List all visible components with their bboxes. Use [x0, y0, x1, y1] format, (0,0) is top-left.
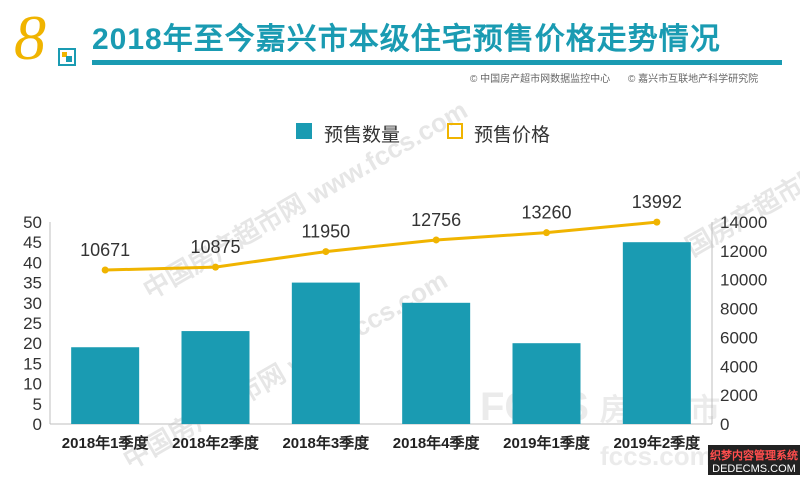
bar	[71, 347, 140, 424]
y-right-tick-label: 12000	[720, 242, 767, 261]
x-tick-label: 2018年3季度	[282, 434, 370, 452]
corner-badge: 织梦内容管理系统 DEDECMS.COM	[708, 445, 800, 475]
line-point	[322, 248, 330, 256]
legend-swatch-line	[447, 123, 463, 139]
title-divider	[92, 60, 782, 65]
y-left-tick-label: 10	[23, 375, 42, 394]
data-label: 10671	[80, 240, 130, 260]
x-tick-label: 2018年2季度	[172, 434, 260, 452]
y-left-tick-label: 35	[23, 274, 42, 293]
y-right-tick-label: 10000	[720, 271, 767, 290]
y-left-tick-label: 15	[23, 354, 42, 373]
header: 8 2018年至今嘉兴市本级住宅预售价格走势情况 © 中国房产超市网数据监控中心…	[0, 0, 800, 90]
y-right-tick-label: 6000	[720, 328, 758, 347]
y-left-tick-label: 40	[23, 253, 42, 272]
source-credit-left: © 中国房产超市网数据监控中心	[470, 74, 611, 85]
bar	[512, 343, 581, 424]
y-right-tick-label: 14000	[720, 213, 767, 232]
line-point	[101, 266, 109, 274]
y-left-tick-label: 25	[23, 314, 42, 333]
bar	[181, 331, 250, 424]
logo-icon	[58, 48, 76, 66]
line-point	[653, 218, 661, 226]
bar	[622, 242, 691, 424]
y-left-tick-label: 45	[23, 233, 42, 252]
corner-badge-line1: 织梦内容管理系统	[710, 450, 798, 462]
data-label: 12756	[411, 210, 461, 230]
line-point	[212, 263, 219, 271]
price-line	[105, 220, 657, 272]
page-title: 2018年至今嘉兴市本级住宅预售价格走势情况	[92, 23, 721, 56]
source-credit-right: © 嘉兴市互联地产科学研究院	[628, 74, 759, 85]
line-point	[432, 236, 440, 244]
bar	[291, 282, 360, 424]
y-left-tick-label: 30	[23, 294, 42, 313]
y-right-tick-label: 8000	[720, 300, 758, 319]
data-label: 11950	[301, 222, 350, 242]
line-point	[543, 229, 550, 237]
section-number: 8	[14, 2, 46, 73]
y-right-tick-label: 4000	[720, 357, 758, 376]
corner-badge-line2: DEDECMS.COM	[712, 463, 796, 475]
legend-label-bar: 预售数量	[324, 125, 401, 146]
y-left-tick-label: 0	[33, 415, 42, 434]
y-right-tick-label: 0	[720, 415, 729, 434]
x-tick-label: 2019年1季度	[503, 434, 591, 452]
y-left-tick-label: 5	[33, 395, 42, 414]
chart-legend: 预售数量 预售价格	[0, 119, 800, 149]
y-left-tick-label: 20	[23, 334, 42, 353]
y-left-tick-label: 50	[23, 213, 42, 232]
bar	[402, 302, 471, 424]
y-right-tick-label: 2000	[720, 386, 758, 405]
legend-label-line: 预售价格	[474, 125, 551, 146]
x-tick-label: 2019年2季度	[613, 434, 701, 452]
x-tick-label: 2018年1季度	[62, 434, 150, 452]
data-label: 10875	[190, 237, 240, 257]
legend-swatch-bar	[296, 123, 312, 139]
data-label: 13992	[632, 192, 682, 212]
data-label: 13260	[521, 203, 571, 223]
x-tick-label: 2018年4季度	[393, 434, 481, 452]
